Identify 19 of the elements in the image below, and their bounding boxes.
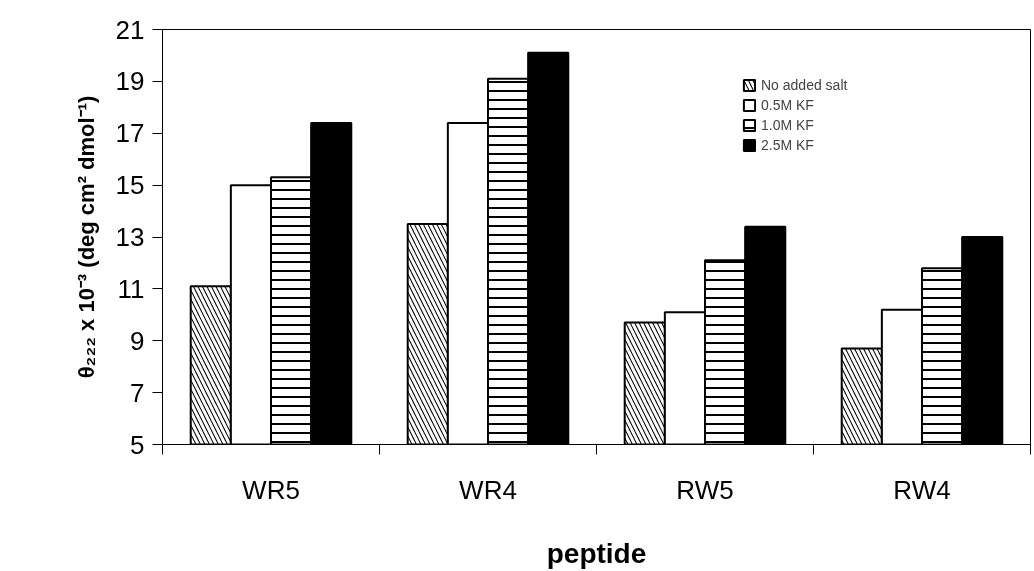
y-tick-label: 11 (117, 273, 145, 304)
y-tick-label: 5 (130, 429, 145, 460)
y-tick-label: 7 (130, 377, 145, 408)
x-axis-title: peptide (546, 537, 647, 569)
legend-label: 0.5M KF (761, 96, 814, 114)
y-axis-title: θ₂₂₂ x 10⁻³ (deg cm² dmol⁻¹) (73, 95, 99, 379)
y-tick-label: 19 (115, 66, 145, 97)
x-tick-label: RW4 (893, 474, 951, 505)
legend-label: 1.0M KF (761, 116, 814, 134)
legend-label: 2.5M KF (761, 136, 814, 154)
y-tick-label: 15 (115, 170, 145, 201)
y-tick-label: 21 (115, 14, 145, 45)
x-tick-label: RW5 (676, 474, 734, 505)
x-tick-label: WR4 (459, 474, 517, 505)
y-tick-label: 9 (130, 325, 145, 356)
legend-label: No added salt (761, 76, 848, 94)
x-tick-label: WR5 (242, 474, 300, 505)
y-tick-label: 17 (115, 118, 145, 149)
y-tick-label: 13 (115, 222, 145, 252)
